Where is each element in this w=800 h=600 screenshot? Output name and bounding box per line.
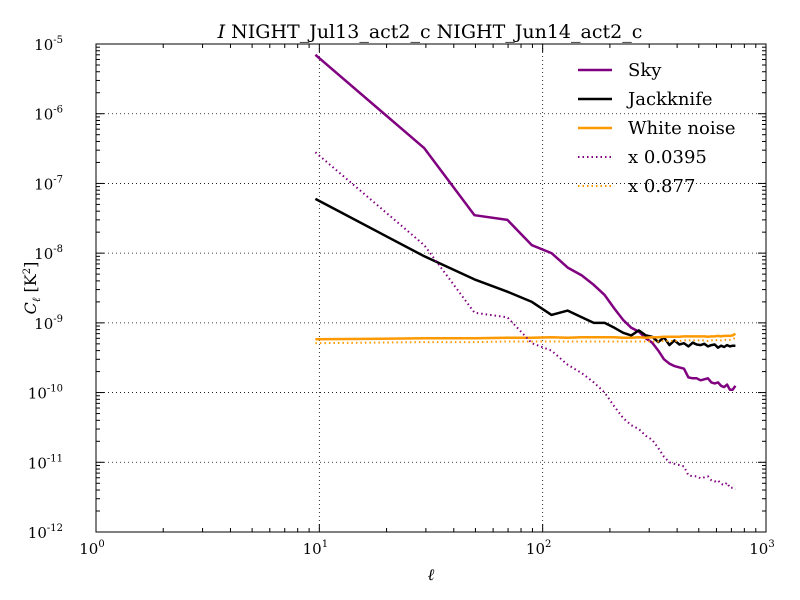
- series-layer: [314, 53, 737, 491]
- y-axis-label-unit-close: ]: [21, 262, 40, 268]
- x-tick-label-base: 10: [526, 540, 545, 558]
- y-tick-label: 10-5: [34, 35, 63, 54]
- y-axis-label-unit: [K: [21, 273, 40, 297]
- y-tick-label: 10-10: [28, 384, 63, 403]
- y-tick-label-exp: -11: [47, 453, 63, 464]
- y-tick-label: 10-6: [34, 105, 63, 124]
- x-tick-label-base: 10: [749, 540, 768, 558]
- y-tick-label: 10-8: [34, 244, 63, 263]
- x-tick-label: 100: [79, 539, 104, 558]
- y-tick-label: 10-9: [34, 314, 63, 333]
- series-line-sky: [314, 53, 737, 391]
- y-tick-label-base: 10: [28, 385, 47, 403]
- legend-label: White noise: [628, 118, 736, 139]
- y-tick-label-base: 10: [34, 106, 53, 124]
- series-line-x-0-877: [315, 336, 736, 345]
- y-tick-label-exp: -7: [53, 174, 63, 185]
- series-line-x-0-0395: [314, 151, 736, 491]
- y-tick-label-exp: -6: [53, 105, 63, 116]
- x-tick-label-exp: 2: [545, 539, 551, 550]
- x-tick-label: 102: [526, 539, 551, 558]
- plot-frame: [95, 43, 767, 533]
- y-tick-label-base: 10: [34, 36, 53, 54]
- x-tick-label: 101: [303, 539, 328, 558]
- x-tick-label-base: 10: [303, 540, 322, 558]
- y-tick-label-base: 10: [34, 315, 53, 333]
- chart-title-main: NIGHT_Jul13_act2_c NIGHT_Jun14_act2_c: [231, 21, 642, 43]
- y-tick-label-base: 10: [34, 175, 53, 193]
- y-tick-label-exp: -8: [53, 244, 63, 255]
- y-axis-label-sub: ℓ: [30, 297, 43, 302]
- axis-ticks: 100 101 102 10310-1210-1110-1010-910-810-71…: [28, 35, 775, 558]
- y-tick-label-base: 10: [34, 245, 53, 263]
- x-axis-label: ℓ: [428, 565, 435, 584]
- y-axis-label: Cℓ [K2]: [21, 262, 43, 315]
- x-tick-label-exp: 1: [322, 539, 328, 550]
- series-line-jackknife: [314, 197, 736, 349]
- legend-label: Sky: [628, 60, 662, 81]
- chart-title-prefix: I: [217, 21, 226, 43]
- y-tick-label-exp: -9: [53, 314, 63, 325]
- x-tick-label-exp: 3: [768, 539, 774, 550]
- y-tick-label-exp: -12: [47, 523, 63, 534]
- y-tick-label-exp: -5: [53, 35, 63, 46]
- y-tick-label-exp: -10: [47, 384, 63, 395]
- chart-title: I NIGHT_Jul13_act2_c NIGHT_Jun14_act2_c: [217, 21, 643, 43]
- grid: [96, 44, 766, 532]
- legend-label: x 0.0395: [628, 147, 707, 168]
- y-tick-label: 10-12: [28, 523, 63, 542]
- y-tick-label: 10-7: [34, 174, 63, 193]
- x-tick-label-exp: 0: [98, 539, 104, 550]
- legend-label: Jackknife: [626, 89, 713, 110]
- y-axis-label-main: C: [21, 302, 40, 314]
- legend: Sky Jackknife White noise x 0.0395 x 0.877: [578, 60, 736, 197]
- y-tick-label-base: 10: [28, 454, 47, 472]
- y-tick-label: 10-11: [28, 453, 63, 472]
- y-axis-label-unit-exp: 2: [22, 268, 33, 274]
- x-tick-label-base: 10: [79, 540, 98, 558]
- series-line-white-noise: [315, 332, 737, 341]
- y-tick-label-base: 10: [28, 524, 47, 542]
- legend-label: x 0.877: [628, 176, 695, 197]
- x-tick-label: 103: [749, 539, 774, 558]
